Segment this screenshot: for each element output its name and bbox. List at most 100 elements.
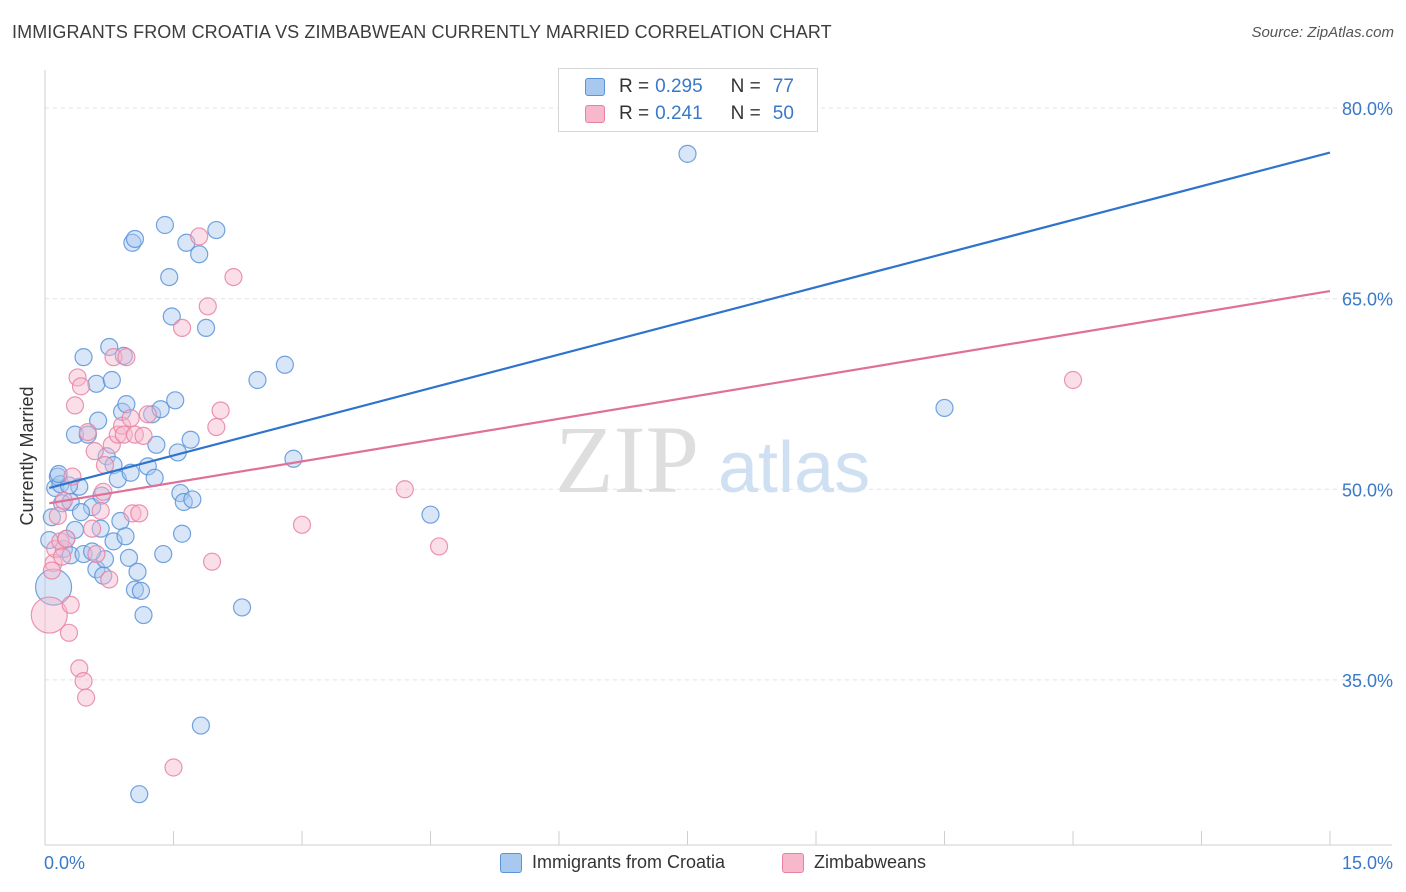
trend-line-croatia bbox=[49, 151, 1331, 490]
legend-r-label: R = bbox=[619, 76, 650, 97]
legend-n-label: N = bbox=[730, 76, 761, 97]
data-point-croatia bbox=[131, 581, 151, 601]
data-point-croatia bbox=[134, 605, 153, 625]
data-point-zimbabwe bbox=[100, 570, 119, 589]
data-point-zimbabwe bbox=[164, 758, 183, 777]
data-point-zimbabwe bbox=[123, 504, 142, 523]
data-point-zimbabwe bbox=[87, 544, 106, 564]
chart-title: IMMIGRANTS FROM CROATIA VS ZIMBABWEAN CU… bbox=[12, 22, 832, 42]
legend-n-label: N = bbox=[730, 103, 761, 124]
data-point-croatia bbox=[678, 144, 697, 163]
data-point-croatia bbox=[162, 307, 181, 326]
source-label: Source: ZipAtlas.com bbox=[1251, 24, 1394, 41]
data-point-croatia bbox=[100, 337, 119, 357]
data-point-croatia bbox=[181, 430, 200, 449]
x-tick-label: 0.0% bbox=[44, 853, 85, 873]
data-point-zimbabwe bbox=[59, 623, 79, 642]
data-point-croatia bbox=[172, 524, 192, 543]
data-point-zimbabwe bbox=[78, 422, 97, 442]
data-point-zimbabwe bbox=[138, 405, 157, 424]
data-point-croatia bbox=[102, 370, 121, 390]
data-point-zimbabwe bbox=[395, 480, 414, 499]
data-point-zimbabwe bbox=[102, 435, 121, 454]
data-point-croatia bbox=[71, 503, 91, 522]
data-point-zimbabwe bbox=[94, 482, 113, 501]
data-point-croatia bbox=[34, 568, 73, 606]
legend-swatch-croatia bbox=[585, 78, 605, 96]
data-point-zimbabwe bbox=[71, 377, 91, 396]
legend-n-value: 77 bbox=[772, 76, 794, 97]
data-point-zimbabwe bbox=[85, 442, 104, 461]
correlation-legend: R = 0.295 N = 77 R = 0.241 N = 50 bbox=[558, 68, 818, 132]
data-point-zimbabwe bbox=[207, 417, 226, 437]
data-point-zimbabwe bbox=[211, 401, 230, 420]
data-point-croatia bbox=[154, 544, 173, 564]
data-point-croatia bbox=[160, 267, 179, 287]
data-point-croatia bbox=[87, 374, 106, 393]
data-point-croatia bbox=[130, 785, 149, 804]
data-point-zimbabwe bbox=[224, 267, 243, 287]
data-point-croatia bbox=[166, 391, 185, 410]
data-point-croatia bbox=[421, 505, 440, 524]
data-point-croatia bbox=[196, 318, 216, 338]
y-tick-label: 50.0% bbox=[1342, 480, 1393, 500]
legend-r-value: 0.241 bbox=[655, 103, 703, 124]
y-tick-label: 35.0% bbox=[1342, 671, 1393, 691]
y-axis-label: Currently Married bbox=[17, 386, 37, 525]
y-tick-label: 80.0% bbox=[1342, 99, 1393, 119]
data-point-croatia bbox=[935, 398, 954, 418]
data-point-croatia bbox=[142, 405, 162, 424]
data-point-zimbabwe bbox=[190, 227, 209, 246]
data-point-croatia bbox=[248, 370, 267, 390]
watermark-atlas: atlas bbox=[718, 428, 870, 508]
bottom-legend-label-croatia: Immigrants from Croatia bbox=[532, 852, 726, 872]
bottom-legend-swatch-zimbabwe bbox=[782, 852, 804, 873]
y-tick-label: 65.0% bbox=[1342, 290, 1393, 310]
data-point-croatia bbox=[89, 411, 108, 430]
data-point-zimbabwe bbox=[130, 504, 149, 523]
grid-layer bbox=[45, 107, 1392, 681]
data-point-zimbabwe bbox=[91, 501, 110, 520]
legend-n-value: 50 bbox=[772, 103, 794, 124]
watermark-zip: ZIP bbox=[555, 406, 699, 513]
data-point-zimbabwe bbox=[65, 396, 85, 415]
data-point-croatia bbox=[49, 464, 68, 484]
data-point-croatia bbox=[125, 580, 145, 599]
trend-layer bbox=[49, 151, 1331, 505]
bottom-legend-croatia: Immigrants from Croatia bbox=[500, 852, 725, 873]
bottom-legend-zimbabwe: Zimbabweans bbox=[782, 852, 926, 873]
legend-row-croatia: R = 0.295 N = 77 bbox=[585, 75, 794, 99]
trend-line-zimbabwe bbox=[49, 289, 1331, 505]
data-point-zimbabwe bbox=[121, 409, 140, 428]
data-point-croatia bbox=[275, 355, 294, 374]
data-point-zimbabwe bbox=[57, 529, 76, 548]
legend-row-zimbabwe: R = 0.241 N = 50 bbox=[585, 102, 794, 126]
legend-swatch-zimbabwe bbox=[585, 105, 605, 123]
data-point-croatia bbox=[191, 716, 211, 735]
data-point-croatia bbox=[207, 220, 226, 240]
data-point-croatia bbox=[117, 395, 136, 414]
data-point-zimbabwe bbox=[48, 506, 67, 526]
data-point-croatia bbox=[232, 598, 252, 617]
data-point-zimbabwe bbox=[74, 672, 93, 691]
data-point-croatia bbox=[183, 490, 202, 509]
data-point-zimbabwe bbox=[1063, 370, 1083, 390]
data-point-croatia bbox=[125, 229, 145, 249]
legend-r-value: 0.295 bbox=[655, 76, 703, 97]
data-point-croatia bbox=[74, 348, 93, 367]
data-point-croatia bbox=[155, 215, 175, 235]
data-point-zimbabwe bbox=[30, 596, 68, 634]
data-point-zimbabwe bbox=[42, 561, 61, 580]
data-point-croatia bbox=[116, 527, 135, 546]
data-point-croatia bbox=[119, 548, 139, 567]
x-tick-label: 15.0% bbox=[1342, 853, 1393, 873]
data-point-croatia bbox=[190, 245, 209, 264]
data-point-zimbabwe bbox=[61, 595, 80, 614]
data-point-zimbabwe bbox=[104, 348, 123, 367]
data-point-zimbabwe bbox=[53, 547, 72, 566]
data-point-croatia bbox=[104, 532, 123, 551]
data-point-zimbabwe bbox=[202, 552, 222, 571]
data-point-croatia bbox=[147, 435, 166, 454]
data-point-zimbabwe bbox=[172, 318, 192, 338]
